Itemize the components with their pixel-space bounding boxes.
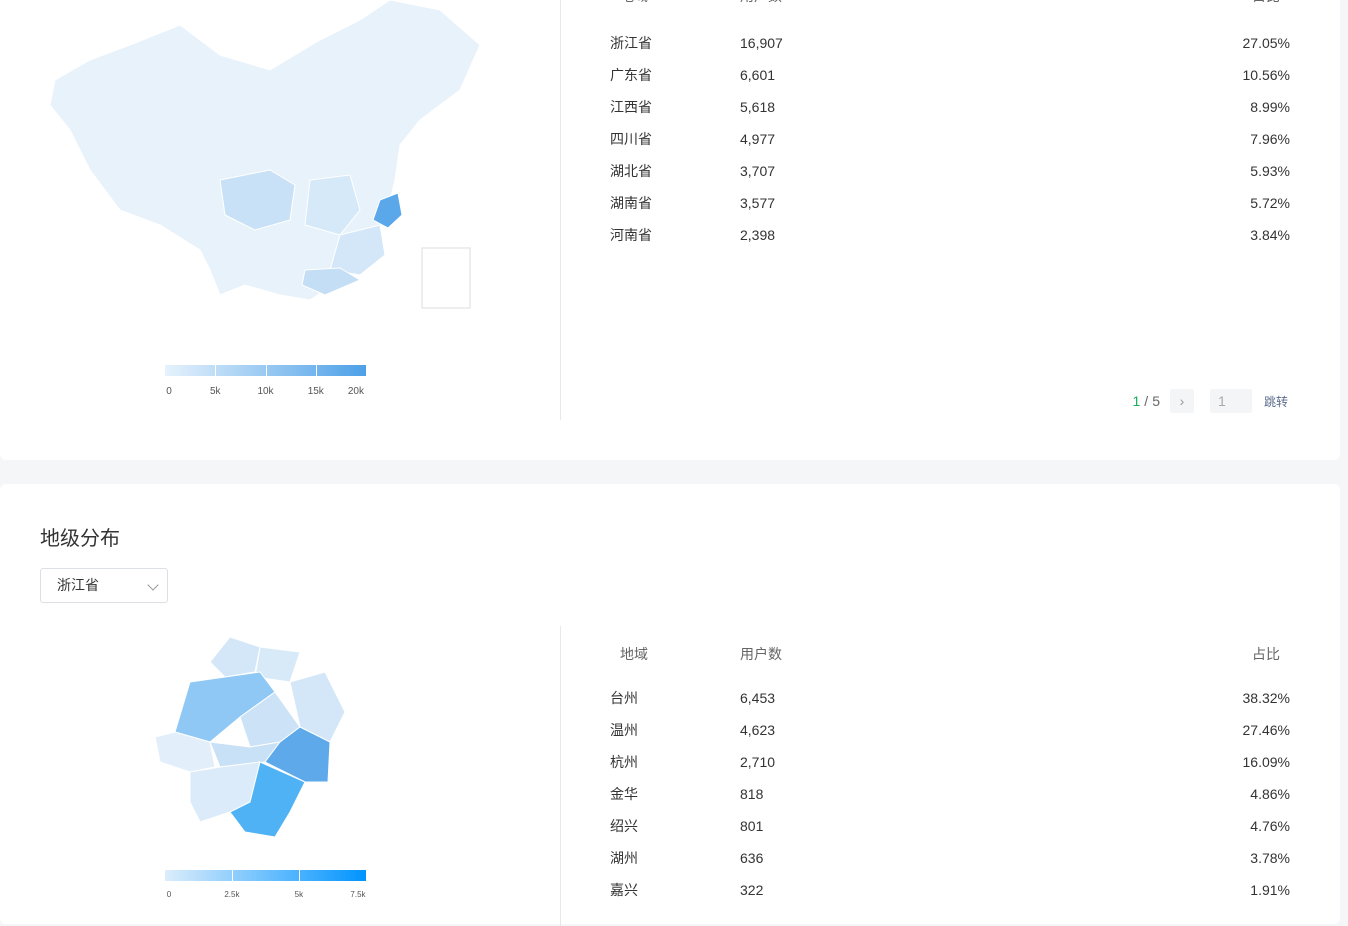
user-count: 3,707: [740, 163, 776, 179]
china-map[interactable]: [40, 0, 500, 340]
region-name: 广东省: [610, 67, 652, 83]
page-input[interactable]: 1: [1209, 389, 1252, 413]
chevron-down-icon: [147, 579, 159, 591]
region-name: 台州: [610, 690, 638, 706]
share-percent: 10.56%: [1242, 67, 1290, 83]
user-count: 801: [740, 818, 764, 834]
share-percent: 8.99%: [1250, 99, 1290, 115]
user-count: 636: [740, 850, 764, 866]
user-count: 2,710: [740, 754, 776, 770]
table-row: 绍兴 801 4.76%: [610, 810, 1290, 842]
user-count: 3,577: [740, 195, 776, 211]
legend-tick: 15k: [307, 386, 324, 397]
region-name: 湖南省: [610, 195, 652, 211]
legend-gradient-bar: [165, 365, 366, 376]
share-percent: 27.05%: [1242, 35, 1290, 51]
user-count: 322: [740, 882, 764, 898]
select-value: 浙江省: [57, 577, 99, 593]
user-count: 6,453: [740, 690, 776, 706]
legend-gradient-bar: [165, 870, 366, 881]
province-select[interactable]: 浙江省: [40, 568, 168, 603]
province-table: 地域 用户数 占比 浙江省 16,907 27.05% 广东省 6,601 10.56% 江…: [610, 0, 1290, 251]
table-row: 杭州 2,710 16.09%: [610, 746, 1290, 778]
total-pages: 5: [1152, 393, 1160, 409]
table-row: 台州 6,453 38.32%: [610, 682, 1290, 714]
user-count: 16,907: [740, 35, 783, 51]
region-name: 嘉兴: [610, 882, 638, 898]
table-header: 地域 用户数 占比: [610, 0, 1290, 12]
region-name: 湖北省: [610, 163, 652, 179]
jump-button[interactable]: 跳转: [1263, 394, 1288, 409]
table-header: 地域 用户数 占比: [610, 638, 1290, 670]
region-name: 杭州: [610, 754, 638, 770]
share-percent: 5.72%: [1250, 195, 1290, 211]
share-percent: 4.76%: [1250, 818, 1290, 834]
user-count: 2,398: [740, 227, 776, 243]
legend-tick: 2.5k: [224, 890, 240, 899]
user-count: 5,618: [740, 99, 776, 115]
legend-tick: 10k: [257, 386, 274, 397]
share-percent: 1.91%: [1250, 882, 1290, 898]
table-row: 温州 4,623 27.46%: [610, 714, 1290, 746]
table-row: 四川省 4,977 7.96%: [610, 123, 1290, 155]
table-row: 嘉兴 322 1.91%: [610, 874, 1290, 906]
legend-tick: 0: [166, 386, 172, 397]
legend-tick: 5k: [294, 890, 304, 899]
region-name: 河南省: [610, 227, 652, 243]
header-region: 地域: [620, 0, 648, 12]
share-percent: 3.84%: [1250, 227, 1290, 243]
table-row: 湖北省 3,707 5.93%: [610, 155, 1290, 187]
divider: [560, 0, 561, 420]
share-percent: 7.96%: [1250, 131, 1290, 147]
table-row: 湖州 636 3.78%: [610, 842, 1290, 874]
share-percent: 4.86%: [1250, 786, 1290, 802]
legend-tick: 0: [166, 890, 172, 899]
section-title: 地级分布: [40, 528, 120, 550]
pagination: 1 / 5 › 1 跳转: [1132, 389, 1288, 413]
table-row: 广东省 6,601 10.56%: [610, 59, 1290, 91]
city-distribution-card: 地级分布 浙江省 0 2.5k 5k 7.5k 地域 用户数 占比 台州 6,45…: [0, 484, 1340, 926]
province-distribution-card: 0 5k 10k 15k 20k 地域 用户数 占比 浙江省 16,907 27.0…: [0, 0, 1340, 460]
table-row: 浙江省 16,907 27.05%: [610, 27, 1290, 59]
legend-tick: 20k: [347, 386, 364, 397]
user-count: 4,623: [740, 722, 776, 738]
header-region: 地域: [620, 646, 648, 662]
province-legend: 0 5k 10k 15k 20k: [165, 365, 366, 400]
user-count: 4,977: [740, 131, 776, 147]
table-row: 江西省 5,618 8.99%: [610, 91, 1290, 123]
next-page-button[interactable]: ›: [1169, 389, 1194, 413]
header-share: 占比: [1252, 646, 1280, 662]
page-separator: /: [1144, 393, 1149, 409]
city-legend: 0 2.5k 5k 7.5k: [165, 870, 366, 904]
share-percent: 16.09%: [1242, 754, 1290, 770]
header-users: 用户数: [740, 646, 782, 662]
share-percent: 38.32%: [1242, 690, 1290, 706]
region-name: 湖州: [610, 850, 638, 866]
region-name: 浙江省: [610, 35, 652, 51]
table-row: 湖南省 3,577 5.72%: [610, 187, 1290, 219]
header-share: 占比: [1252, 0, 1280, 12]
region-name: 金华: [610, 786, 638, 802]
region-name: 温州: [610, 722, 638, 738]
share-percent: 5.93%: [1250, 163, 1290, 179]
legend-tick: 5k: [209, 386, 221, 397]
share-percent: 3.78%: [1250, 850, 1290, 866]
legend-tick: 7.5k: [350, 890, 366, 899]
table-row: 金华 818 4.86%: [610, 778, 1290, 810]
share-percent: 27.46%: [1242, 722, 1290, 738]
header-users: 用户数: [740, 0, 782, 12]
user-count: 818: [740, 786, 764, 802]
table-row: 河南省 2,398 3.84%: [610, 219, 1290, 251]
region-name: 四川省: [610, 131, 652, 147]
user-count: 6,601: [740, 67, 776, 83]
zhejiang-map[interactable]: [150, 632, 380, 852]
divider: [560, 626, 561, 926]
city-table: 地域 用户数 占比 台州 6,453 38.32% 温州 4,623 27.46% 杭州 2,…: [610, 638, 1290, 906]
current-page: 1: [1132, 393, 1141, 409]
region-name: 绍兴: [610, 818, 638, 834]
region-name: 江西省: [610, 99, 652, 115]
